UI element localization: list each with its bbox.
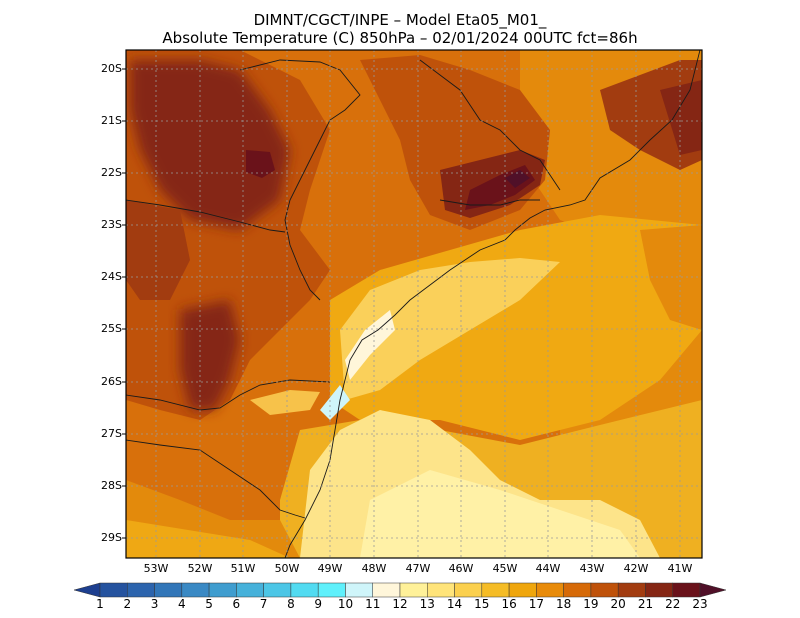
colorbar-label: 7: [259, 597, 268, 611]
map-title-line-2: Absolute Temperature (C) 850hPa – 02/01/…: [162, 29, 638, 47]
lon-label: 48W: [361, 562, 387, 575]
lat-label: 25S: [101, 322, 122, 335]
colorbar-swatch: [263, 582, 292, 598]
map-frame: [125, 49, 703, 559]
colorbar-label: 3: [150, 597, 159, 611]
map-title-line-1: DIMNT/CGCT/INPE – Model Eta05_M01_: [253, 11, 547, 29]
colorbar-label: 22: [665, 597, 681, 611]
colorbar-swatch: [345, 582, 373, 598]
colorbar-label: 16: [501, 597, 517, 611]
colorbar-swatch: [590, 582, 619, 598]
graticule: [126, 50, 702, 558]
colorbar-label: 9: [314, 597, 322, 611]
colorbar-label: 13: [419, 597, 435, 611]
lon-label: 52W: [187, 562, 213, 575]
colorbar-label: 18: [555, 597, 572, 611]
colorbar-swatch: [290, 582, 319, 598]
lon-label: 50W: [274, 562, 300, 575]
lon-label: 53W: [143, 562, 169, 575]
lat-label: 23S: [101, 218, 122, 231]
colorbar-label: 15: [474, 597, 490, 611]
lon-label: 43W: [579, 562, 605, 575]
colorbar-label: 12: [392, 597, 408, 611]
lon-label: 47W: [405, 562, 431, 575]
colorbar-label: 21: [637, 597, 654, 611]
colorbar-min-arrow: [73, 582, 101, 598]
colorbar-swatch: [454, 582, 483, 598]
axis-ticks: [122, 68, 126, 539]
lat-label: 22S: [101, 166, 122, 179]
colorbar-swatch: [508, 582, 537, 598]
colorbar-max-arrow: [699, 582, 727, 598]
colorbar-swatch: [427, 582, 455, 598]
colorbar-swatch: [672, 582, 701, 598]
colorbar-swatch: [372, 582, 401, 598]
colorbar-swatch: [563, 582, 592, 598]
colorbar-label: 14: [446, 597, 463, 611]
colorbar-label: 2: [123, 597, 132, 611]
colorbar-swatch: [617, 582, 646, 598]
colorbar-label: 4: [177, 597, 186, 611]
colorbar-label: 1: [96, 597, 104, 611]
colorbar-swatch: [399, 582, 428, 598]
lat-label: 20S: [101, 62, 122, 75]
temperature-field: [126, 50, 702, 558]
lat-label: 24S: [101, 270, 122, 283]
colorbar-label: 11: [365, 597, 381, 611]
lon-label: 45W: [492, 562, 518, 575]
colorbar-swatch: [127, 582, 155, 598]
colorbar-swatch: [481, 582, 510, 598]
lon-label: 46W: [448, 562, 474, 575]
lat-label: 27S: [101, 427, 122, 440]
colorbar-swatch: [208, 582, 237, 598]
colorbar-swatch: [317, 582, 346, 598]
lon-label: 49W: [317, 562, 343, 575]
lat-label: 29S: [101, 531, 122, 544]
lon-label: 41W: [667, 562, 693, 575]
colorbar-label: 20: [610, 597, 626, 611]
lon-label: 42W: [623, 562, 649, 575]
colorbar-label: 8: [287, 597, 295, 611]
lat-label: 26S: [101, 375, 122, 388]
colorbar: [73, 582, 727, 598]
lon-label: 51W: [230, 562, 256, 575]
coastline-and-borders: [126, 50, 701, 558]
colorbar-swatch: [236, 582, 264, 598]
lat-label: 28S: [101, 479, 122, 492]
colorbar-swatch: [181, 582, 210, 598]
colorbar-label: 5: [205, 597, 213, 611]
colorbar-label: 23: [692, 597, 708, 611]
colorbar-label: 17: [528, 597, 544, 611]
colorbar-swatch: [99, 582, 128, 598]
colorbar-label: 10: [337, 597, 354, 611]
colorbar-swatch: [536, 582, 564, 598]
colorbar-swatch: [154, 582, 183, 598]
lat-label: 21S: [101, 114, 122, 127]
lon-label: 44W: [535, 562, 561, 575]
colorbar-label: 19: [583, 597, 599, 611]
colorbar-label: 6: [232, 597, 241, 611]
colorbar-swatch: [645, 582, 673, 598]
